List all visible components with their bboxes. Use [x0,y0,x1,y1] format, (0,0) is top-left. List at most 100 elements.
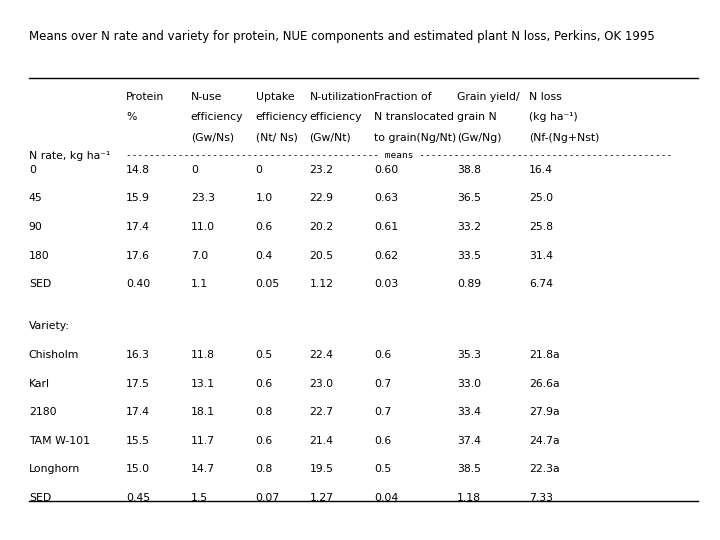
Text: 0.60: 0.60 [374,165,399,175]
Text: 0.6: 0.6 [374,350,392,360]
Text: 0.8: 0.8 [256,464,273,475]
Text: 33.2: 33.2 [457,222,481,232]
Text: 38.5: 38.5 [457,464,481,475]
Text: 23.0: 23.0 [310,379,334,389]
Text: -------------------------------------------- means -----------------------------: ----------------------------------------… [126,151,672,160]
Text: N-utilization: N-utilization [310,92,375,102]
Text: 37.4: 37.4 [457,436,481,446]
Text: 1.12: 1.12 [310,279,333,289]
Text: 24.7a: 24.7a [529,436,560,446]
Text: 0.05: 0.05 [256,279,280,289]
Text: 16.3: 16.3 [126,350,150,360]
Text: N rate, kg ha⁻¹: N rate, kg ha⁻¹ [29,151,110,161]
Text: 20.2: 20.2 [310,222,334,232]
Text: 33.0: 33.0 [457,379,482,389]
Text: 17.4: 17.4 [126,407,150,417]
Text: 1.0: 1.0 [256,193,273,204]
Text: 26.6a: 26.6a [529,379,560,389]
Text: 33.5: 33.5 [457,251,481,261]
Text: 11.0: 11.0 [191,222,215,232]
Text: 2180: 2180 [29,407,56,417]
Text: 25.8: 25.8 [529,222,553,232]
Text: 38.8: 38.8 [457,165,481,175]
Text: 0.6: 0.6 [374,436,392,446]
Text: SED: SED [29,493,51,503]
Text: 0.8: 0.8 [256,407,273,417]
Text: 20.5: 20.5 [310,251,334,261]
Text: 0.89: 0.89 [457,279,482,289]
Text: 15.5: 15.5 [126,436,150,446]
Text: efficiency: efficiency [191,112,243,123]
Text: 17.4: 17.4 [126,222,150,232]
Text: N-use: N-use [191,92,222,102]
Text: (Gw/Ng): (Gw/Ng) [457,133,502,143]
Text: 27.9a: 27.9a [529,407,560,417]
Text: 6.74: 6.74 [529,279,553,289]
Text: 0.4: 0.4 [256,251,273,261]
Text: 7.0: 7.0 [191,251,208,261]
Text: 22.7: 22.7 [310,407,333,417]
Text: 21.8a: 21.8a [529,350,560,360]
Text: Variety:: Variety: [29,321,70,332]
Text: 21.4: 21.4 [310,436,333,446]
Text: Longhorn: Longhorn [29,464,80,475]
Text: 22.9: 22.9 [310,193,333,204]
Text: SED: SED [29,279,51,289]
Text: 15.0: 15.0 [126,464,150,475]
Text: 0.61: 0.61 [374,222,399,232]
Text: Means over N rate and variety for protein, NUE components and estimated plant N : Means over N rate and variety for protei… [29,30,654,43]
Text: 0.04: 0.04 [374,493,399,503]
Text: 19.5: 19.5 [310,464,333,475]
Text: 11.8: 11.8 [191,350,215,360]
Text: 0.07: 0.07 [256,493,280,503]
Text: 18.1: 18.1 [191,407,215,417]
Text: 0: 0 [29,165,36,175]
Text: TAM W-101: TAM W-101 [29,436,90,446]
Text: N loss: N loss [529,92,562,102]
Text: (Nt/ Ns): (Nt/ Ns) [256,133,297,143]
Text: 22.4: 22.4 [310,350,333,360]
Text: 0.5: 0.5 [256,350,273,360]
Text: 23.3: 23.3 [191,193,215,204]
Text: 35.3: 35.3 [457,350,481,360]
Text: 0.6: 0.6 [256,379,273,389]
Text: Grain yield/: Grain yield/ [457,92,520,102]
Text: 14.7: 14.7 [191,464,215,475]
Text: 16.4: 16.4 [529,165,553,175]
Text: 1.27: 1.27 [310,493,333,503]
Text: 0.5: 0.5 [374,464,392,475]
Text: 0.40: 0.40 [126,279,150,289]
Text: Chisholm: Chisholm [29,350,79,360]
Text: 33.4: 33.4 [457,407,481,417]
Text: (Nf-(Ng+Nst): (Nf-(Ng+Nst) [529,133,600,143]
Text: N translocated: N translocated [374,112,454,123]
Text: 1.18: 1.18 [457,493,481,503]
Text: 11.7: 11.7 [191,436,215,446]
Text: (Gw/Nt): (Gw/Nt) [310,133,351,143]
Text: Karl: Karl [29,379,50,389]
Text: efficiency: efficiency [310,112,362,123]
Text: 15.9: 15.9 [126,193,150,204]
Text: 36.5: 36.5 [457,193,481,204]
Text: 23.2: 23.2 [310,165,333,175]
Text: 1.5: 1.5 [191,493,208,503]
Text: 0.7: 0.7 [374,407,392,417]
Text: 0.6: 0.6 [256,436,273,446]
Text: to grain(Ng/Nt): to grain(Ng/Nt) [374,133,456,143]
Text: Protein: Protein [126,92,164,102]
Text: 0: 0 [191,165,198,175]
Text: Uptake: Uptake [256,92,294,102]
Text: %: % [126,112,136,123]
Text: 13.1: 13.1 [191,379,215,389]
Text: 17.6: 17.6 [126,251,150,261]
Text: grain N: grain N [457,112,497,123]
Text: 22.3a: 22.3a [529,464,560,475]
Text: 7.33: 7.33 [529,493,553,503]
Text: 45: 45 [29,193,42,204]
Text: 0.03: 0.03 [374,279,399,289]
Text: (Gw/Ns): (Gw/Ns) [191,133,234,143]
Text: 31.4: 31.4 [529,251,553,261]
Text: 0: 0 [256,165,263,175]
Text: 17.5: 17.5 [126,379,150,389]
Text: 25.0: 25.0 [529,193,554,204]
